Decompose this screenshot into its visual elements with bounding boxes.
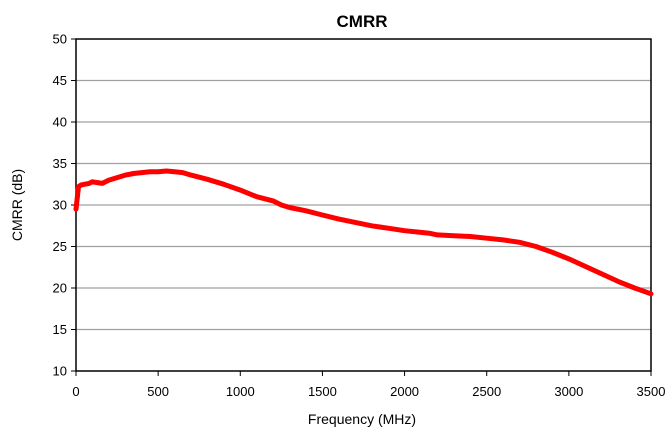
y-tick-label: 15 xyxy=(53,322,67,337)
x-tick-label: 500 xyxy=(147,384,169,399)
y-tick-label: 25 xyxy=(53,239,67,254)
x-axis-label: Frequency (MHz) xyxy=(308,411,416,427)
y-tick-label: 45 xyxy=(53,73,67,88)
x-tick-label: 0 xyxy=(72,384,79,399)
y-axis-ticks: 10 15 20 25 30 35 40 45 50 xyxy=(53,32,76,379)
x-tick-label: 1000 xyxy=(226,384,255,399)
x-tick-label: 3000 xyxy=(554,384,583,399)
series-layer xyxy=(73,168,654,297)
x-tick-label: 2500 xyxy=(472,384,501,399)
x-tick-label: 3500 xyxy=(637,384,666,399)
x-axis-ticks: 0 500 1000 1500 2000 2500 3000 3500 xyxy=(72,371,665,399)
x-tick-label: 2000 xyxy=(390,384,419,399)
y-axis-label: CMRR (dB) xyxy=(9,169,25,241)
chart-title: CMRR xyxy=(337,12,388,31)
y-tick-label: 10 xyxy=(53,364,67,379)
gridlines xyxy=(76,79,651,331)
y-tick-label: 50 xyxy=(53,32,67,47)
series-line-cmrr xyxy=(73,168,654,297)
x-tick-label: 1500 xyxy=(308,384,337,399)
y-tick-label: 35 xyxy=(53,156,67,171)
y-tick-label: 20 xyxy=(53,281,67,296)
y-tick-label: 40 xyxy=(53,115,67,130)
y-tick-label: 30 xyxy=(53,198,67,213)
